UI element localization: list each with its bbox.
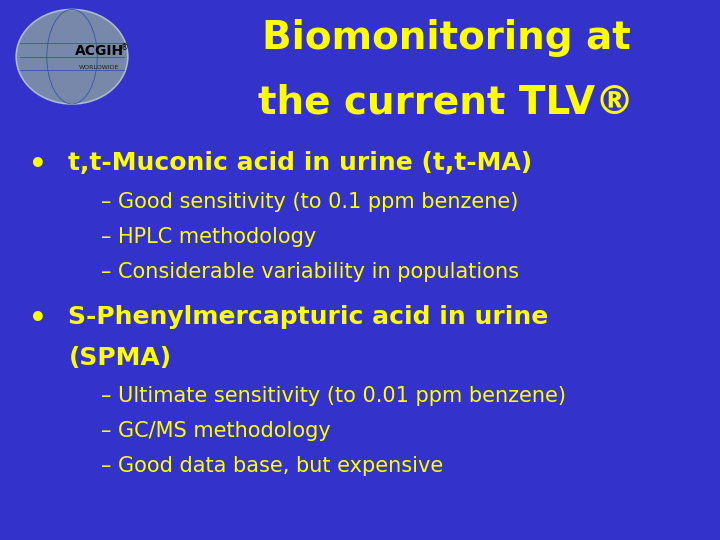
Text: ®: ® — [121, 43, 128, 52]
Text: •: • — [29, 305, 47, 333]
Text: – GC/MS methodology: – GC/MS methodology — [101, 421, 330, 441]
Ellipse shape — [17, 10, 128, 104]
Text: (SPMA): (SPMA) — [68, 346, 171, 369]
Text: ACGIH: ACGIH — [75, 44, 124, 58]
Text: •: • — [29, 151, 47, 179]
Text: – Good sensitivity (to 0.1 ppm benzene): – Good sensitivity (to 0.1 ppm benzene) — [101, 192, 518, 212]
Text: t,t-Muconic acid in urine (t,t-MA): t,t-Muconic acid in urine (t,t-MA) — [68, 151, 533, 175]
Text: the current TLV®: the current TLV® — [258, 84, 634, 122]
Text: WORLDWIDE: WORLDWIDE — [79, 65, 120, 70]
Text: Biomonitoring at: Biomonitoring at — [262, 19, 631, 57]
Text: S-Phenylmercapturic acid in urine: S-Phenylmercapturic acid in urine — [68, 305, 549, 329]
Text: – Considerable variability in populations: – Considerable variability in population… — [101, 262, 519, 282]
Text: – HPLC methodology: – HPLC methodology — [101, 227, 316, 247]
Text: – Ultimate sensitivity (to 0.01 ppm benzene): – Ultimate sensitivity (to 0.01 ppm benz… — [101, 386, 566, 406]
Text: – Good data base, but expensive: – Good data base, but expensive — [101, 456, 443, 476]
